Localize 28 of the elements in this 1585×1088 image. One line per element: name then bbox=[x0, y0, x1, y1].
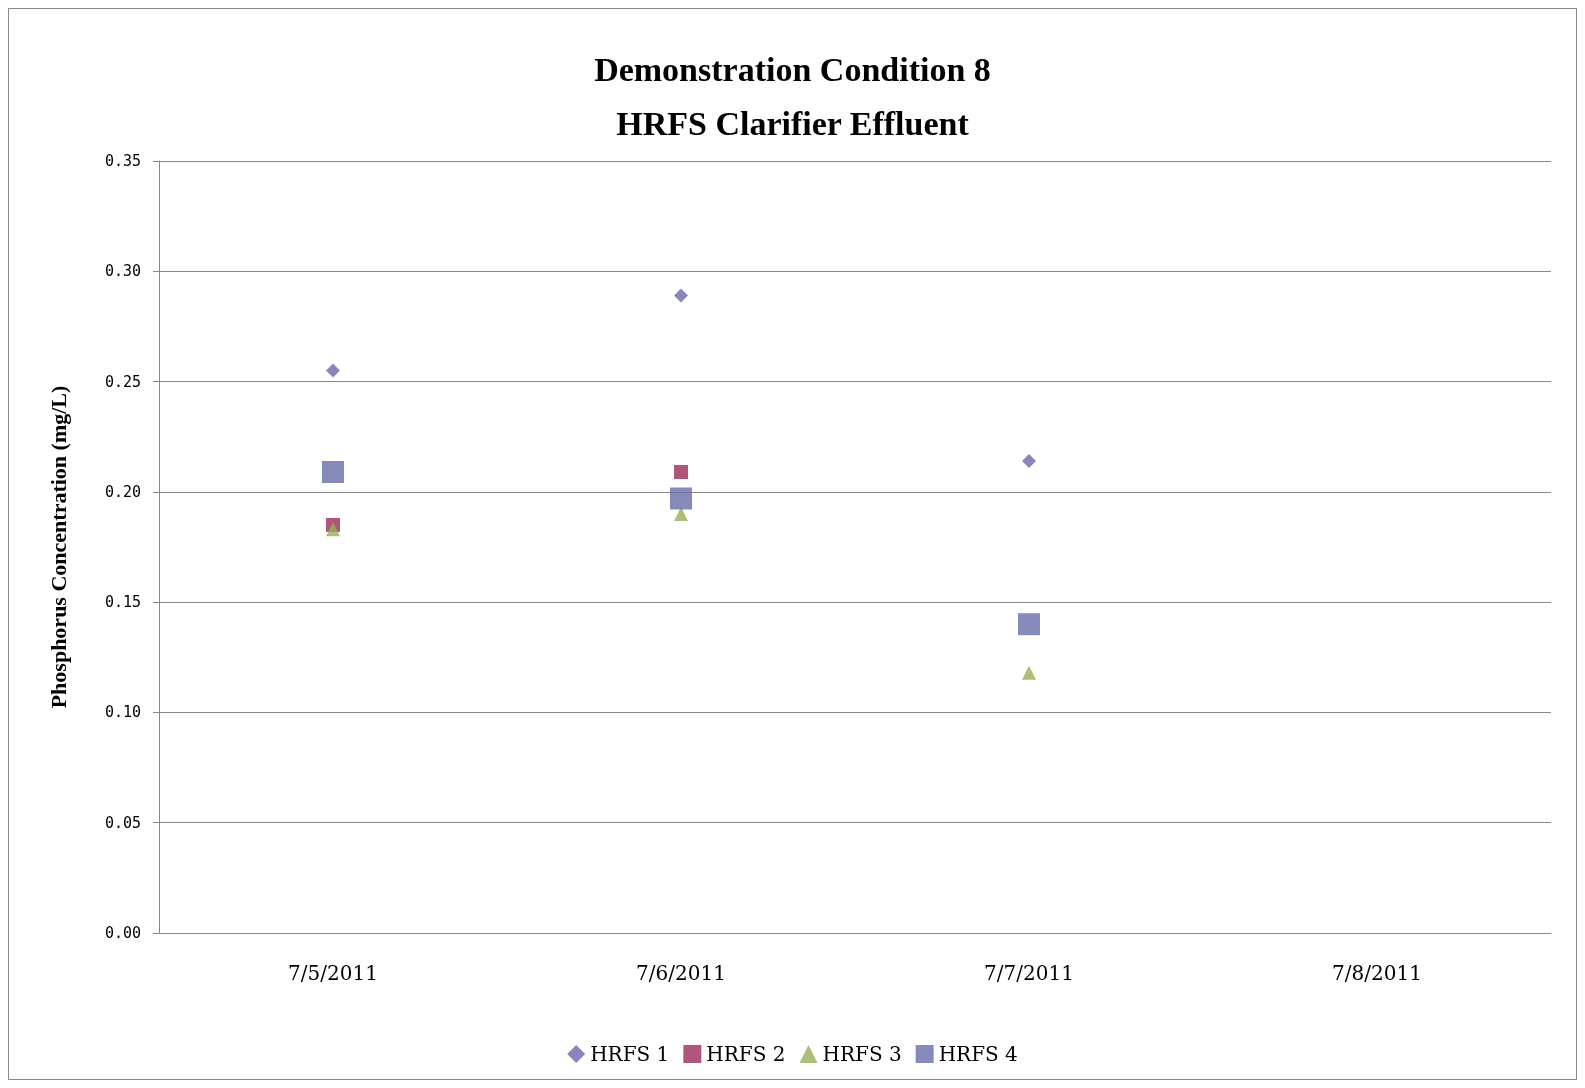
y-tick-label: 0.15 bbox=[104, 593, 141, 612]
chart-title: Demonstration Condition 8 HRFS Clarifier Effluent bbox=[594, 50, 991, 142]
point bbox=[326, 522, 340, 537]
x-tick-label: 7/8/2011 bbox=[1332, 961, 1422, 985]
y-tick-label: 0.30 bbox=[104, 262, 141, 281]
legend-label: HRFS 1 bbox=[590, 1042, 670, 1066]
point bbox=[1022, 665, 1036, 680]
y-tick-label: 0.05 bbox=[104, 813, 141, 832]
x-tick-label: 7/6/2011 bbox=[636, 961, 726, 985]
point bbox=[1022, 453, 1036, 468]
y-tick-label: 0.10 bbox=[104, 703, 141, 722]
y-tick-label: 0.35 bbox=[104, 152, 141, 170]
point bbox=[674, 465, 688, 480]
x-tick-label: 7/7/2011 bbox=[984, 961, 1074, 985]
point bbox=[1018, 613, 1040, 636]
y-axis-title: Phosphorus Concentration (mg/L) bbox=[45, 385, 71, 709]
legend-label: HRFS 3 bbox=[822, 1042, 902, 1066]
point bbox=[326, 363, 340, 378]
y-tick-label: 0.25 bbox=[104, 372, 141, 391]
legend-label: HRFS 2 bbox=[706, 1042, 786, 1066]
point bbox=[322, 461, 344, 484]
legend-label: HRFS 4 bbox=[938, 1042, 1018, 1066]
y-tick-label: 0.00 bbox=[104, 924, 141, 942]
y-tick-label: 0.20 bbox=[104, 482, 141, 501]
point bbox=[670, 487, 692, 510]
x-tick-label: 7/5/2011 bbox=[288, 961, 378, 985]
point bbox=[674, 288, 688, 303]
point bbox=[674, 506, 688, 521]
